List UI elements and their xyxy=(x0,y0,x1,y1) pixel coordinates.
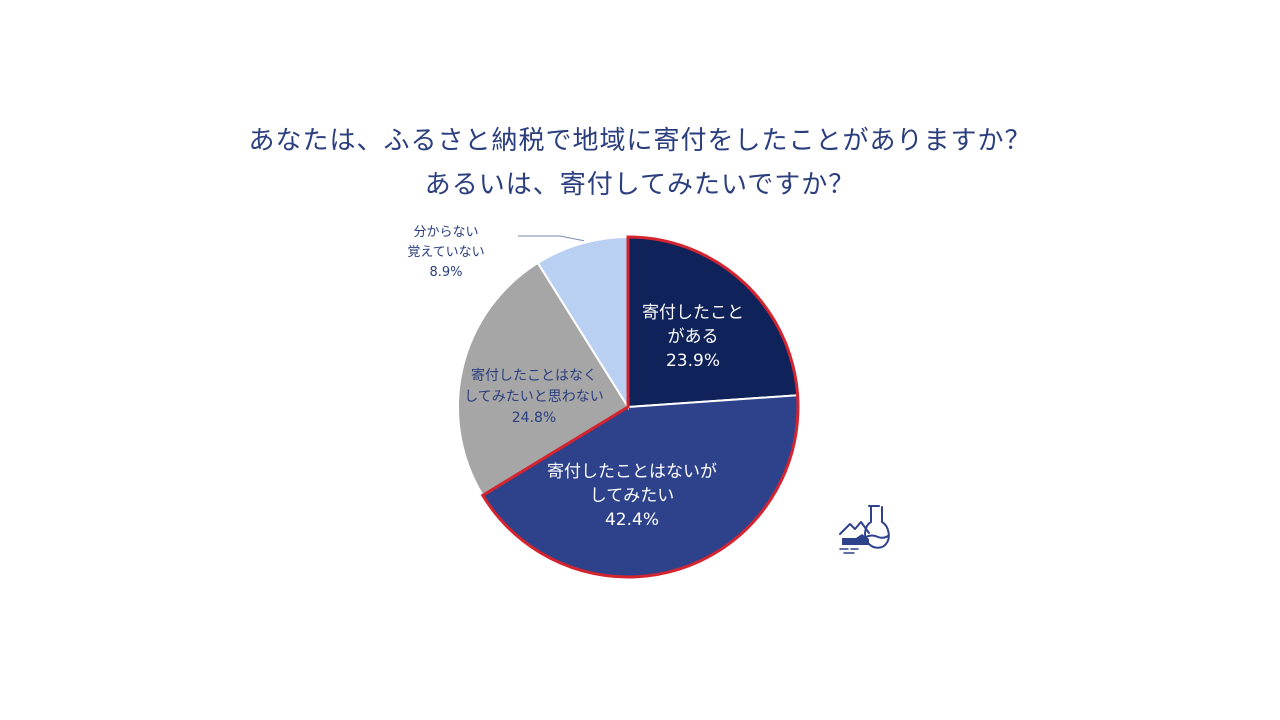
slice-label-4: 分からない覚えていない 8.9% xyxy=(407,225,484,280)
chart-title-line-1: あなたは、ふるさと納税で地域に寄付をしたことがありますか？ xyxy=(248,126,1032,156)
slice-category-label: 覚えていない xyxy=(407,245,484,260)
leader-line xyxy=(518,235,585,242)
pie-slice-4 xyxy=(536,235,629,411)
chart-title-line-2: あるいは、寄付してみたいですか？ xyxy=(424,170,856,200)
slice-value-label: 8.9% xyxy=(429,265,462,280)
slice-category-label: 寄付したことはないが xyxy=(547,462,717,482)
slice-value-label: 24.8% xyxy=(512,410,556,426)
slice-category-label: 分からない xyxy=(413,225,478,240)
slice-category-label: してみたい xyxy=(590,486,675,506)
landscape-flask-icon xyxy=(839,505,890,554)
slice-label-2: 寄付したことはないがしてみたい 42.4% xyxy=(547,462,717,530)
pie-slice-3 xyxy=(457,261,630,497)
slice-label-1: 寄付したことがある 23.9% xyxy=(642,303,744,371)
slice-category-label: 寄付したことはなく xyxy=(471,367,597,384)
slice-category-label: してみたいと思わない xyxy=(464,389,604,405)
slice-value-label: 23.9% xyxy=(666,351,720,371)
slice-value-label: 42.4% xyxy=(605,510,659,530)
slice-label-3: 寄付したことはなくしてみたいと思わない 24.8% xyxy=(464,367,604,426)
slice-category-label: がある xyxy=(668,327,719,347)
slice-category-label: 寄付したこと xyxy=(642,303,744,323)
highlight-outline xyxy=(480,235,800,579)
